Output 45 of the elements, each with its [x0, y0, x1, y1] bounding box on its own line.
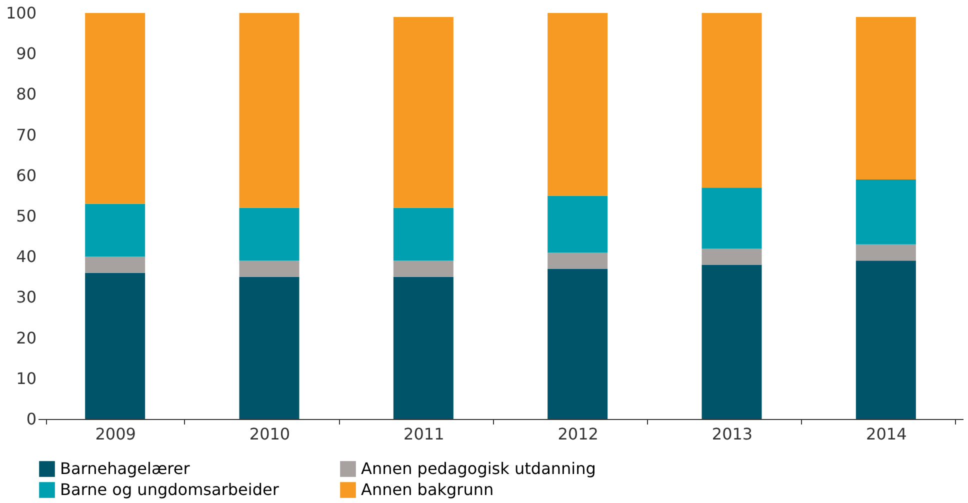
- y-tick-label: 60: [16, 166, 36, 185]
- legend-label: Barnehagelærer: [60, 459, 190, 478]
- x-tick-label: 2012: [558, 424, 598, 444]
- y-tick-label: 100: [6, 4, 36, 22]
- y-tick-label: 80: [16, 84, 36, 104]
- y-tick-label: 90: [16, 44, 36, 64]
- bar: [702, 188, 762, 248]
- bar: [548, 196, 608, 253]
- x-tick-label: 2010: [249, 424, 290, 444]
- bar: [393, 208, 454, 261]
- bar: [702, 248, 762, 265]
- legend-label: Annen bakgrunn: [361, 480, 494, 499]
- x-tick-label: 2009: [95, 424, 136, 444]
- bar: [702, 13, 762, 188]
- bar: [702, 264, 762, 419]
- bar: [393, 17, 454, 208]
- bar: [85, 256, 146, 273]
- bar: [239, 208, 300, 261]
- bar: [856, 244, 916, 261]
- bar: [393, 260, 454, 277]
- y-tick-label: 40: [16, 247, 36, 266]
- y-tick-label: 30: [16, 288, 36, 307]
- legend-label: Annen pedagogisk utdanning: [361, 459, 596, 478]
- y-tick-label: 50: [16, 206, 36, 226]
- x-tick-label: 2011: [404, 424, 444, 444]
- bar: [856, 179, 916, 244]
- x-tick-label: 2014: [866, 424, 907, 444]
- bar: [85, 204, 146, 257]
- bar: [239, 260, 300, 277]
- bar: [548, 268, 608, 419]
- bar: [85, 272, 146, 419]
- y-tick-label: 20: [16, 328, 36, 348]
- y-tick-label: 0: [26, 410, 36, 428]
- bar: [548, 13, 608, 196]
- bar: [85, 13, 146, 204]
- bar: [548, 252, 608, 269]
- bar: [856, 260, 916, 419]
- bar: [239, 13, 300, 208]
- x-tick-label: 2013: [712, 424, 753, 444]
- bar: [239, 276, 300, 419]
- legend-label: Barne og ungdomsarbeider: [60, 480, 280, 499]
- y-tick-label: 70: [16, 125, 36, 144]
- y-tick-label: 10: [16, 368, 36, 388]
- bar: [393, 276, 454, 419]
- bar: [856, 17, 916, 180]
